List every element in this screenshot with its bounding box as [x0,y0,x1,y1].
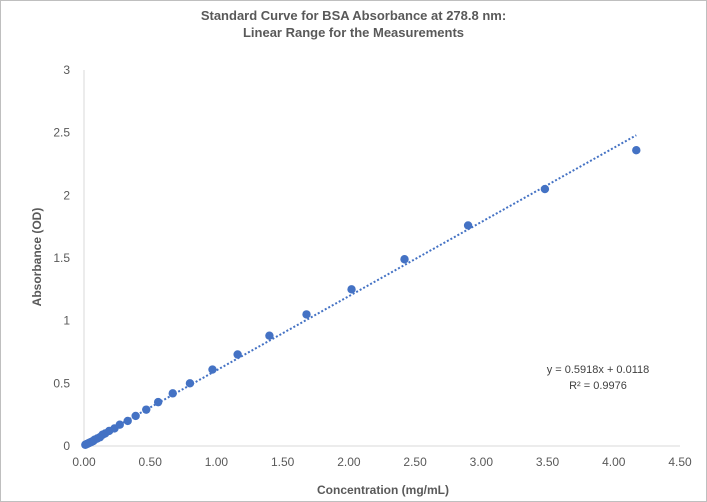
y-tick-label: 2.5 [53,126,70,140]
trendline-equation: y = 0.5918x + 0.0118 [547,364,650,376]
y-tick-label: 1.5 [53,251,70,265]
data-point [540,184,550,194]
x-tick-label: 1.00 [205,455,229,469]
y-axis-title: Absorbance (OD) [30,208,44,307]
data-point [632,146,641,155]
data-point [233,350,242,359]
y-tick-label: 3 [63,63,70,77]
x-tick-labels: 0.00 0.50 1.00 1.50 2.00 2.50 3.00 3.50 4.00 4.50 [72,455,692,469]
data-point [142,405,151,414]
trendline-r-squared: R² = 0.9976 [569,380,627,392]
data-point [123,416,132,426]
data-point [131,411,140,421]
chart-title-line-1: Standard Curve for BSA Absorbance at 278… [200,8,507,23]
data-point [302,310,311,319]
data-point [115,420,124,429]
x-tick-label: 2.00 [337,455,361,469]
chart-title: Standard Curve for BSA Absorbance at 278… [1,7,706,41]
chart-title-line-2: Linear Range for the Measurements [242,25,465,40]
data-point [168,389,177,398]
data-points [81,146,641,449]
y-axis-line-group [83,70,680,447]
x-tick-label: 3.50 [536,455,560,469]
x-tick-label: 3.00 [470,455,494,469]
trendline [83,134,637,446]
x-tick-label: 1.50 [271,455,295,469]
y-tick-label: 2 [63,188,70,202]
data-point [153,397,163,407]
x-tick-label: 0.00 [72,455,96,469]
x-tick-label: 2.50 [403,455,427,469]
x-tick-label: 0.50 [139,455,163,469]
data-point [400,255,409,264]
y-tick-label: 1 [63,314,70,328]
x-axis-title: Concentration (mg/mL) [317,483,449,497]
data-point [347,285,356,294]
trendline-group [83,134,637,446]
y-tick-labels: 0 0.5 1 1.5 2 2.5 3 [53,63,70,453]
x-tick-label: 4.50 [668,455,692,469]
data-point [265,331,274,340]
data-point [463,221,473,230]
y-tick-label: 0.5 [53,376,70,390]
data-point [185,379,195,388]
x-tick-label: 4.00 [602,455,626,469]
data-point [208,365,217,374]
y-tick-label: 0 [63,439,70,453]
